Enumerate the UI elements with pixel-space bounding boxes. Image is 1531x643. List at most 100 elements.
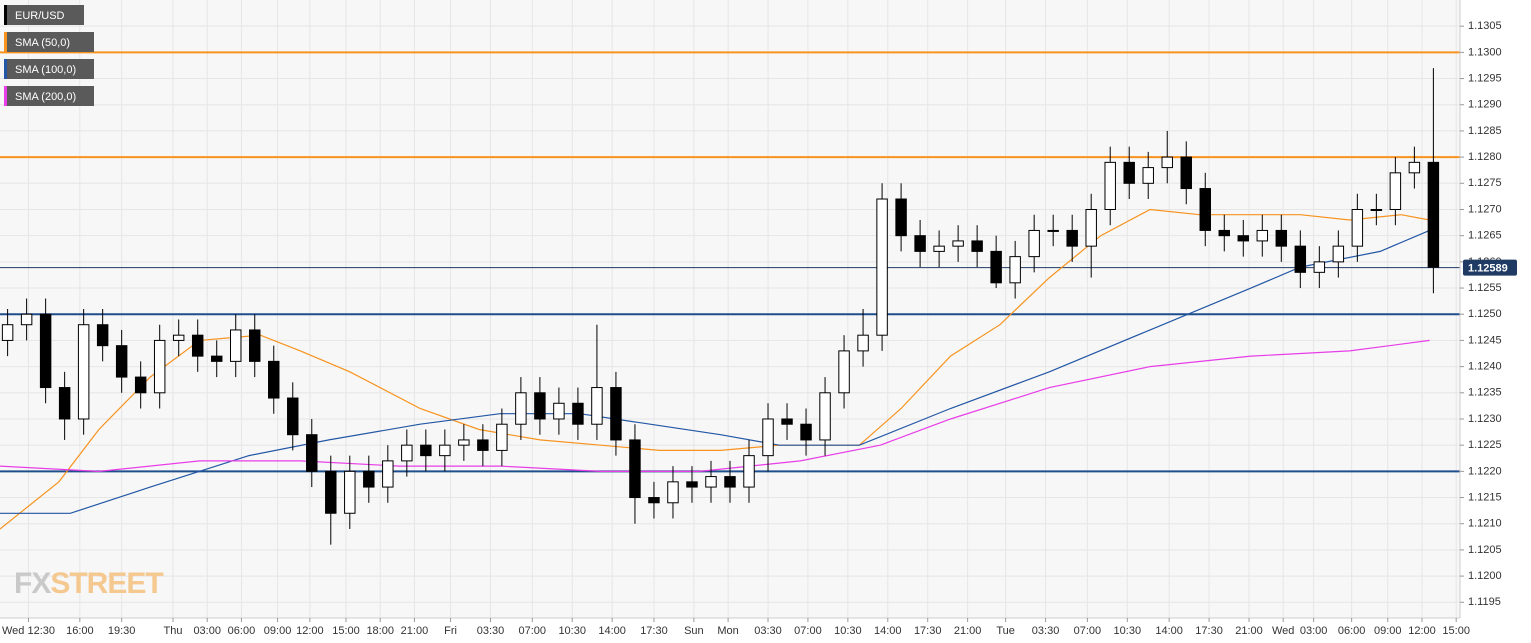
x-tick-label: 18:00 bbox=[366, 625, 394, 637]
x-tick-label: Fri bbox=[444, 625, 457, 637]
x-tick-label: 21:00 bbox=[1235, 625, 1263, 637]
candle-body bbox=[971, 240, 983, 252]
candle-body bbox=[724, 476, 736, 488]
legend-box bbox=[4, 32, 94, 52]
legend-label: SMA (50,0) bbox=[15, 37, 70, 49]
candle-body bbox=[781, 418, 793, 425]
candle-body bbox=[134, 376, 147, 394]
candle-body bbox=[1370, 208, 1383, 211]
candle-body bbox=[1123, 161, 1135, 184]
candle-body bbox=[1351, 208, 1364, 247]
candle-body bbox=[268, 360, 280, 399]
candle-body bbox=[515, 392, 527, 425]
y-tick-label: 1.1200 bbox=[1468, 570, 1502, 582]
candle-body bbox=[439, 444, 451, 457]
candle-body bbox=[534, 392, 546, 420]
x-tick-label: 07:00 bbox=[519, 625, 547, 637]
x-tick-label: 07:00 bbox=[1074, 625, 1102, 637]
x-tick-label: 15:00 bbox=[1442, 625, 1470, 637]
candle-body bbox=[287, 397, 299, 436]
candle-body bbox=[933, 245, 945, 252]
candle-body bbox=[115, 345, 128, 378]
candle-body bbox=[191, 334, 204, 357]
y-tick-label: 1.1225 bbox=[1468, 439, 1502, 451]
candle-body bbox=[401, 444, 413, 462]
candle-body bbox=[172, 334, 185, 341]
candle-body bbox=[857, 334, 869, 352]
candle-body bbox=[762, 418, 774, 457]
x-tick-label: 06:00 bbox=[1338, 625, 1366, 637]
legend-swatch bbox=[4, 59, 7, 79]
legend-box bbox=[4, 5, 84, 25]
y-tick-label: 1.1210 bbox=[1468, 518, 1502, 530]
x-tick-label: 21:00 bbox=[954, 625, 982, 637]
x-tick-label: 15:00 bbox=[332, 625, 360, 637]
y-tick-label: 1.1255 bbox=[1468, 282, 1502, 294]
candle-body bbox=[477, 439, 489, 451]
candle-body bbox=[1180, 156, 1192, 190]
candle-body bbox=[1332, 245, 1345, 263]
candle-body bbox=[420, 444, 432, 457]
candle-body bbox=[686, 481, 698, 488]
watermark: FXSTREET bbox=[14, 567, 164, 600]
sma-line bbox=[0, 208, 1430, 530]
candle-body bbox=[572, 402, 584, 425]
candle-body bbox=[96, 324, 109, 347]
candle-body bbox=[1085, 208, 1097, 247]
last-price-box bbox=[1463, 259, 1517, 276]
candle-body bbox=[382, 460, 394, 488]
y-tick-label: 1.1250 bbox=[1468, 308, 1502, 320]
legend-label: EUR/USD bbox=[15, 10, 65, 22]
watermark-part: FX bbox=[14, 567, 51, 600]
candle-body bbox=[553, 402, 565, 420]
legend: EUR/USD SMA (50,0) SMA (100,0) SMA (200,0) bbox=[4, 5, 94, 106]
x-tick-label: 03:30 bbox=[477, 625, 505, 637]
x-tick-label: 16:00 bbox=[66, 625, 94, 637]
legend-swatch bbox=[4, 5, 7, 25]
candle-body bbox=[153, 339, 166, 394]
plot-background bbox=[0, 0, 1460, 618]
y-tick-label: 1.1280 bbox=[1468, 151, 1502, 163]
candle-body bbox=[648, 497, 660, 504]
y-tick-label: 1.1300 bbox=[1468, 46, 1502, 58]
candle-body bbox=[1294, 245, 1307, 273]
y-tick-label: 1.1235 bbox=[1468, 387, 1502, 399]
x-tick-label: Sun bbox=[684, 625, 704, 637]
candle-body bbox=[1389, 172, 1402, 210]
x-tick-label: 14:00 bbox=[1155, 625, 1183, 637]
x-tick-label: 17:30 bbox=[1195, 625, 1223, 637]
x-tick-label: Mon bbox=[717, 625, 738, 637]
candle-body bbox=[591, 387, 603, 425]
candle-body bbox=[1161, 156, 1173, 169]
y-tick-label: 1.1305 bbox=[1468, 20, 1502, 32]
sma-line bbox=[0, 229, 1430, 514]
candle-body bbox=[39, 313, 52, 389]
x-tick-label: 07:00 bbox=[794, 625, 822, 637]
y-tick-label: 1.1295 bbox=[1468, 72, 1502, 84]
legend-swatch bbox=[4, 32, 7, 52]
x-tick-label: 03:00 bbox=[1300, 625, 1328, 637]
y-tick-label: 1.1275 bbox=[1468, 177, 1502, 189]
y-tick-label: 1.1265 bbox=[1468, 230, 1502, 242]
legend-box bbox=[4, 59, 94, 79]
x-tick-label: Thu bbox=[164, 625, 183, 637]
x-tick-label: Wed bbox=[1272, 625, 1294, 637]
candle-body bbox=[458, 439, 470, 446]
candle-body bbox=[58, 387, 71, 420]
x-tick-label: 14:00 bbox=[874, 625, 902, 637]
candle-body bbox=[1237, 235, 1250, 242]
x-tick-label: 12:00 bbox=[296, 625, 324, 637]
candle-body bbox=[77, 324, 90, 420]
y-tick-label: 1.1205 bbox=[1468, 544, 1502, 556]
y-tick-label: 1.1240 bbox=[1468, 361, 1502, 373]
candle-body bbox=[990, 250, 1002, 284]
candle-body bbox=[1275, 229, 1288, 247]
x-tick-label: 10:30 bbox=[1114, 625, 1142, 637]
legend-label: SMA (200,0) bbox=[15, 91, 76, 103]
x-tick-label: 03:30 bbox=[1032, 625, 1060, 637]
candles bbox=[1, 68, 1440, 545]
candle-body bbox=[743, 455, 755, 488]
candle-body bbox=[610, 387, 622, 441]
